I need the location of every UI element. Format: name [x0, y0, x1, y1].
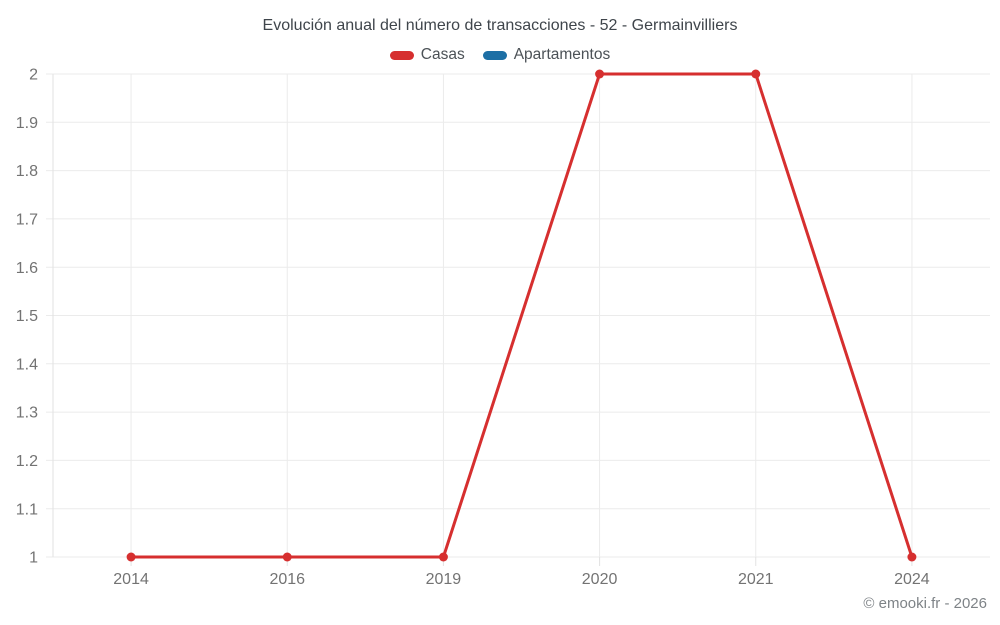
legend-swatch-icon	[482, 50, 507, 60]
x-axis-label: 2014	[113, 571, 149, 588]
x-axis-label: 2021	[738, 571, 774, 588]
x-axis-label: 2024	[894, 571, 930, 588]
chart-title: Evolución anual del número de transaccio…	[262, 17, 738, 34]
y-axis-label: 1.4	[16, 356, 38, 373]
x-axis-label: 2020	[582, 571, 618, 588]
copyright-text: © emooki.fr - 2026	[863, 595, 987, 612]
legend-item-casas[interactable]: Casas	[389, 46, 465, 64]
legend-swatch-icon	[389, 50, 414, 60]
y-axis-label: 1.7	[16, 212, 38, 229]
chart-legend: Casas Apartamentos	[0, 46, 1000, 64]
data-point-casas-2016[interactable]	[282, 552, 292, 562]
x-axis-label: 2016	[269, 571, 305, 588]
y-axis-label: 2	[29, 67, 38, 84]
y-axis-label: 1	[29, 550, 38, 567]
x-axis-label: 2019	[426, 571, 462, 588]
y-axis-label: 1.9	[16, 115, 38, 132]
data-point-casas-2019[interactable]	[438, 552, 448, 562]
data-point-casas-2024[interactable]	[907, 552, 917, 562]
series-line-casas	[129, 72, 914, 559]
y-axis-label: 1.8	[16, 163, 38, 180]
y-axis-label: 1.2	[16, 453, 38, 470]
y-axis-label: 1.1	[16, 501, 38, 518]
data-point-casas-2020[interactable]	[595, 69, 605, 79]
y-axis-label: 1.6	[16, 260, 38, 277]
legend-label: Casas	[420, 46, 465, 63]
data-point-casas-2021[interactable]	[751, 69, 761, 79]
legend-label: Apartamentos	[513, 46, 611, 63]
legend-item-apartamentos[interactable]: Apartamentos	[482, 46, 611, 64]
data-point-casas-2014[interactable]	[126, 552, 136, 562]
y-axis-label: 1.3	[16, 405, 38, 422]
y-axis-label: 1.5	[16, 308, 38, 325]
